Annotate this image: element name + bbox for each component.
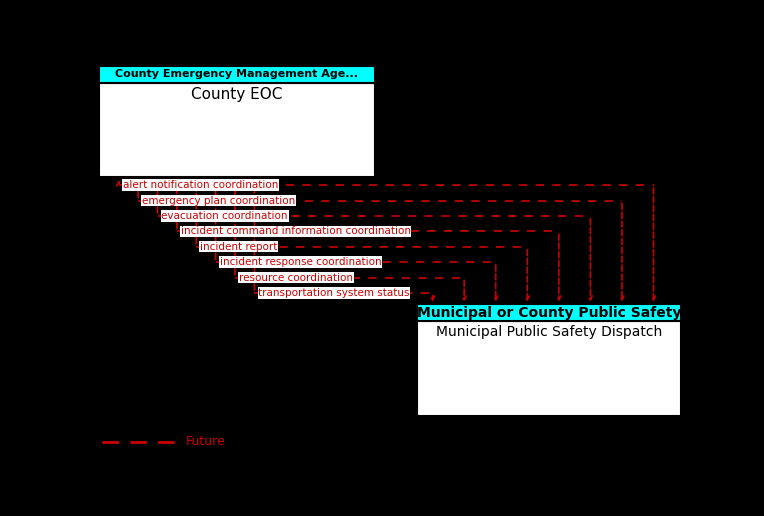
Text: County Emergency Management Age...: County Emergency Management Age...	[115, 69, 358, 79]
Text: resource coordination: resource coordination	[239, 272, 353, 283]
Text: incident response coordination: incident response coordination	[219, 257, 381, 267]
Text: alert notification coordination: alert notification coordination	[123, 180, 278, 190]
Text: emergency plan coordination: emergency plan coordination	[142, 196, 295, 205]
Bar	[417, 321, 681, 416]
Text: Municipal or County Public Safety: Municipal or County Public Safety	[416, 306, 681, 320]
Bar	[417, 304, 681, 321]
Text: transportation system status: transportation system status	[258, 288, 410, 298]
Text: Municipal Public Safety Dispatch: Municipal Public Safety Dispatch	[435, 326, 662, 340]
Text: evacuation coordination: evacuation coordination	[161, 211, 288, 221]
Text: County EOC: County EOC	[191, 87, 283, 102]
Bar	[99, 66, 374, 83]
Text: Future: Future	[186, 435, 225, 448]
Text: incident report: incident report	[200, 241, 277, 252]
Bar	[99, 83, 374, 178]
Text: incident command information coordination: incident command information coordinatio…	[181, 227, 411, 236]
